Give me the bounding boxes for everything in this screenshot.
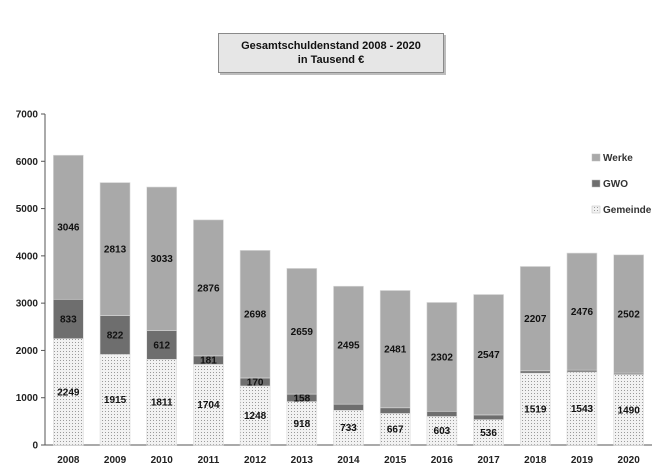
bar-segment (239, 385, 271, 446)
legend-label: GWO (603, 179, 628, 190)
bar-segment (333, 285, 364, 405)
bar-segment (566, 252, 598, 371)
bar-segment (333, 410, 364, 446)
data-label: 667 (387, 425, 404, 436)
bar-segment (519, 372, 551, 446)
x-tick-label: 2008 (57, 455, 80, 466)
bar-segment (613, 374, 644, 446)
legend-swatch (591, 205, 601, 214)
data-label: 2698 (244, 310, 267, 321)
y-tick-label: 7000 (16, 110, 39, 121)
bar-segment (566, 371, 598, 446)
legend-label: Werke (603, 153, 633, 164)
y-tick-label: 5000 (16, 204, 39, 215)
y-tick-label: 4000 (16, 251, 39, 262)
y-tick-label: 1000 (16, 393, 39, 404)
bar-segment (613, 254, 644, 374)
data-label: 1811 (151, 398, 173, 409)
x-tick-label: 2018 (524, 455, 547, 466)
bar-segment (286, 401, 318, 446)
data-label: 536 (480, 428, 497, 439)
legend-label: Gemeinde (603, 205, 652, 216)
data-label: 1519 (524, 405, 547, 416)
data-label: 1704 (197, 400, 220, 411)
chart-axes: 0 1000 2000 3000 4000 5000 6000 7000 2008 2009 201… (16, 110, 652, 466)
x-tick-label: 2011 (198, 455, 220, 466)
bar-segment (333, 403, 364, 411)
data-label: 2249 (57, 387, 80, 398)
y-tick-label: 2000 (16, 346, 39, 357)
data-label: 2481 (384, 345, 407, 356)
bar-segment (99, 182, 131, 316)
data-label: 1543 (571, 404, 594, 415)
chart-subtitle: in Tausend € (297, 54, 365, 66)
data-label: 158 (293, 393, 310, 404)
bar-segment (146, 186, 178, 331)
bar-segment (99, 354, 131, 446)
x-tick-label: 2010 (151, 455, 174, 466)
bar-segment (193, 219, 224, 357)
bar-segment (473, 419, 504, 446)
data-label: 2813 (104, 245, 127, 256)
x-tick-label: 2015 (384, 455, 407, 466)
legend-swatch (591, 153, 601, 162)
data-label: 918 (293, 419, 310, 430)
data-label: 2302 (431, 352, 454, 363)
data-label: 612 (153, 340, 170, 351)
x-tick-label: 2019 (571, 455, 594, 466)
bar-segment (519, 370, 551, 374)
bar-segment (146, 359, 178, 446)
data-label: 1915 (104, 395, 127, 406)
bar-segment (473, 294, 504, 416)
bar-segment (193, 364, 224, 446)
data-label: 833 (60, 314, 77, 325)
data-label: 3046 (57, 223, 80, 234)
bar-segment (379, 407, 411, 414)
bar-segment (53, 338, 84, 446)
data-label: 2495 (337, 341, 360, 352)
data-label: 2876 (197, 283, 220, 294)
data-label: 1490 (618, 405, 641, 416)
x-tick-label: 2013 (291, 455, 314, 466)
data-label: 822 (107, 331, 124, 342)
data-label: 2207 (524, 314, 547, 325)
chart-legend: Werke GWO Gemeinde (591, 153, 652, 216)
x-tick-label: 2017 (477, 455, 500, 466)
data-label: 733 (340, 423, 357, 434)
legend-swatch (591, 179, 601, 188)
bar-segment (239, 250, 271, 379)
bar-segment (286, 268, 318, 395)
y-tick-label: 0 (32, 441, 38, 452)
chart-bars: 2249 833 3046 1915 822 2813 1811 612 3033 1704 181… (53, 154, 644, 446)
y-tick-label: 3000 (16, 299, 39, 310)
data-label: 2502 (618, 309, 641, 320)
data-label: 2476 (571, 307, 594, 318)
x-tick-label: 2016 (431, 455, 454, 466)
bar-segment (473, 414, 504, 420)
chart-title: Gesamtschuldenstand 2008 - 2020 (241, 40, 421, 52)
x-tick-label: 2014 (337, 455, 360, 466)
y-tick-label: 6000 (16, 157, 39, 168)
bar-segment (519, 266, 551, 372)
x-tick-label: 2012 (244, 455, 267, 466)
x-tick-label: 2020 (618, 455, 641, 466)
data-label: 170 (247, 377, 264, 388)
bar-segment (426, 302, 458, 412)
bar-segment (426, 410, 458, 417)
data-label: 3033 (151, 254, 174, 265)
bar-segment (379, 290, 411, 409)
data-label: 603 (434, 426, 451, 437)
data-label: 1248 (244, 411, 267, 422)
bar-segment (379, 413, 411, 446)
bar-segment (53, 154, 84, 300)
x-tick-label: 2009 (104, 455, 127, 466)
data-label: 181 (200, 356, 217, 367)
bar-segment (53, 298, 84, 339)
data-label: 2659 (291, 327, 314, 338)
bar-segment (146, 330, 178, 360)
data-label: 2547 (477, 350, 500, 361)
bar-segment (426, 416, 458, 446)
chart-title-box: Gesamtschuldenstand 2008 - 2020 in Tause… (218, 33, 444, 73)
